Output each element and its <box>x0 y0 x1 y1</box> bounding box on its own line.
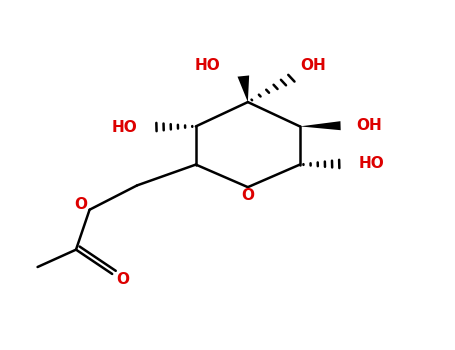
Text: HO: HO <box>359 156 384 171</box>
Text: OH: OH <box>356 118 382 133</box>
Text: OH: OH <box>301 58 326 73</box>
Text: O: O <box>74 197 87 212</box>
Text: HO: HO <box>194 58 220 73</box>
Text: O: O <box>241 188 254 203</box>
Polygon shape <box>238 76 249 102</box>
Polygon shape <box>300 121 341 130</box>
Text: HO: HO <box>111 120 137 135</box>
Text: O: O <box>116 272 129 287</box>
